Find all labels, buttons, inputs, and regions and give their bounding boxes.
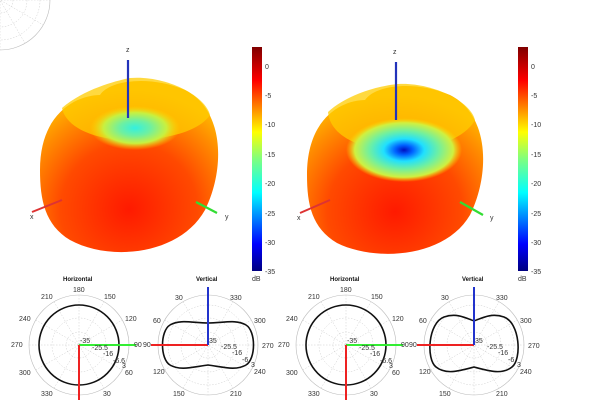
svg-text:120: 120 (392, 316, 404, 323)
svg-text:3: 3 (517, 362, 521, 369)
svg-text:-35: -35 (531, 269, 541, 276)
svg-text:x: x (297, 215, 301, 222)
svg-text:-20: -20 (531, 181, 541, 188)
svg-text:-6: -6 (508, 357, 514, 364)
polar-right-vertical: Vertical 30 330 300 270 240 210 150 120 … (409, 277, 540, 398)
svg-text:-15: -15 (265, 152, 275, 159)
svg-text:240: 240 (254, 369, 266, 376)
svg-text:-10: -10 (265, 122, 275, 129)
svg-text:-25.5: -25.5 (359, 345, 375, 352)
svg-text:120: 120 (419, 369, 431, 376)
svg-text:35: 35 (209, 338, 217, 345)
svg-text:60: 60 (392, 370, 400, 377)
svg-text:Vertical: Vertical (196, 277, 218, 283)
svg-text:0: 0 (531, 64, 535, 71)
svg-text:-10: -10 (531, 122, 541, 129)
svg-text:3: 3 (122, 363, 126, 370)
svg-text:dB: dB (518, 276, 527, 283)
svg-text:Horizontal: Horizontal (330, 277, 360, 283)
svg-text:240: 240 (520, 369, 532, 376)
svg-text:-25.5: -25.5 (92, 345, 108, 352)
svg-text:30: 30 (370, 391, 378, 398)
svg-text:210: 210 (41, 294, 53, 301)
svg-text:240: 240 (19, 316, 31, 323)
svg-text:-6.6: -6.6 (380, 358, 392, 365)
svg-text:270: 270 (262, 343, 274, 350)
svg-text:210: 210 (496, 391, 508, 398)
polar-left-vertical: Vertical 30 330 300 270 240 210 150 120 … (143, 277, 274, 398)
svg-text:90: 90 (134, 342, 142, 349)
svg-text:3: 3 (251, 362, 255, 369)
svg-text:120: 120 (125, 316, 137, 323)
svg-text:240: 240 (286, 316, 298, 323)
svg-text:150: 150 (371, 294, 383, 301)
svg-text:210: 210 (230, 391, 242, 398)
svg-text:300: 300 (286, 370, 298, 377)
svg-text:60: 60 (419, 318, 427, 325)
svg-text:-35: -35 (265, 269, 275, 276)
svg-text:90: 90 (143, 342, 151, 349)
svg-text:300: 300 (19, 370, 31, 377)
polar-right-horizontal: Horizontal 180 150 120 90 60 30 330 300 … (278, 277, 409, 400)
svg-text:330: 330 (41, 391, 53, 398)
db-label: dB (252, 276, 261, 283)
svg-text:30: 30 (103, 391, 111, 398)
svg-text:270: 270 (528, 343, 540, 350)
svg-text:210: 210 (308, 294, 320, 301)
svg-text:-25.5: -25.5 (487, 344, 503, 351)
svg-text:90: 90 (409, 342, 417, 349)
svg-text:-5: -5 (265, 93, 271, 100)
svg-text:Horizontal: Horizontal (63, 277, 93, 283)
svg-text:-16: -16 (232, 350, 242, 357)
svg-text:Vertical: Vertical (462, 277, 484, 283)
right-colorbar: 0 -5 -10 -15 -20 -25 -30 -35 dB (518, 47, 541, 283)
svg-text:150: 150 (173, 391, 185, 398)
svg-text:330: 330 (230, 295, 242, 302)
svg-text:270: 270 (11, 342, 23, 349)
svg-text:3: 3 (389, 363, 393, 370)
svg-text:-30: -30 (531, 240, 541, 247)
svg-text:30: 30 (175, 295, 183, 302)
svg-text:180: 180 (340, 287, 352, 294)
svg-text:-25.5: -25.5 (221, 344, 237, 351)
svg-text:-5: -5 (531, 93, 537, 100)
svg-text:-30: -30 (265, 240, 275, 247)
svg-text:300: 300 (254, 318, 266, 325)
svg-text:-35: -35 (347, 338, 357, 345)
svg-text:0: 0 (265, 64, 269, 71)
svg-text:180: 180 (73, 287, 85, 294)
svg-text:-6: -6 (242, 357, 248, 364)
svg-text:-15: -15 (531, 152, 541, 159)
svg-text:y: y (490, 215, 494, 222)
svg-text:-25: -25 (265, 211, 275, 218)
svg-text:35: 35 (475, 338, 483, 345)
svg-text:-16: -16 (498, 350, 508, 357)
svg-text:150: 150 (439, 391, 451, 398)
left-3d-pattern: z x y (30, 47, 229, 253)
right-3d-pattern: z x y (297, 49, 494, 254)
svg-text:30: 30 (441, 295, 449, 302)
svg-text:-20: -20 (265, 181, 275, 188)
svg-text:-16: -16 (370, 351, 380, 358)
svg-text:90: 90 (401, 342, 409, 349)
svg-text:z: z (393, 49, 397, 56)
svg-text:330: 330 (496, 295, 508, 302)
svg-text:-6.6: -6.6 (113, 358, 125, 365)
svg-text:120: 120 (153, 369, 165, 376)
x-axis-label: x (30, 214, 34, 221)
svg-text:-16: -16 (103, 351, 113, 358)
left-colorbar: 0 -5 -10 -15 -20 -25 -30 -35 dB (252, 47, 275, 283)
polar-left-horizontal: Horizontal 180 150 120 90 60 30 330 300 … (11, 277, 142, 400)
svg-text:270: 270 (278, 342, 290, 349)
y-axis-label: y (225, 214, 229, 221)
svg-text:-35: -35 (80, 338, 90, 345)
svg-text:300: 300 (520, 318, 532, 325)
z-axis-label: z (126, 47, 130, 54)
svg-text:330: 330 (308, 391, 320, 398)
svg-text:150: 150 (104, 294, 116, 301)
svg-text:60: 60 (125, 370, 133, 377)
svg-text:60: 60 (153, 318, 161, 325)
svg-text:-25: -25 (531, 211, 541, 218)
